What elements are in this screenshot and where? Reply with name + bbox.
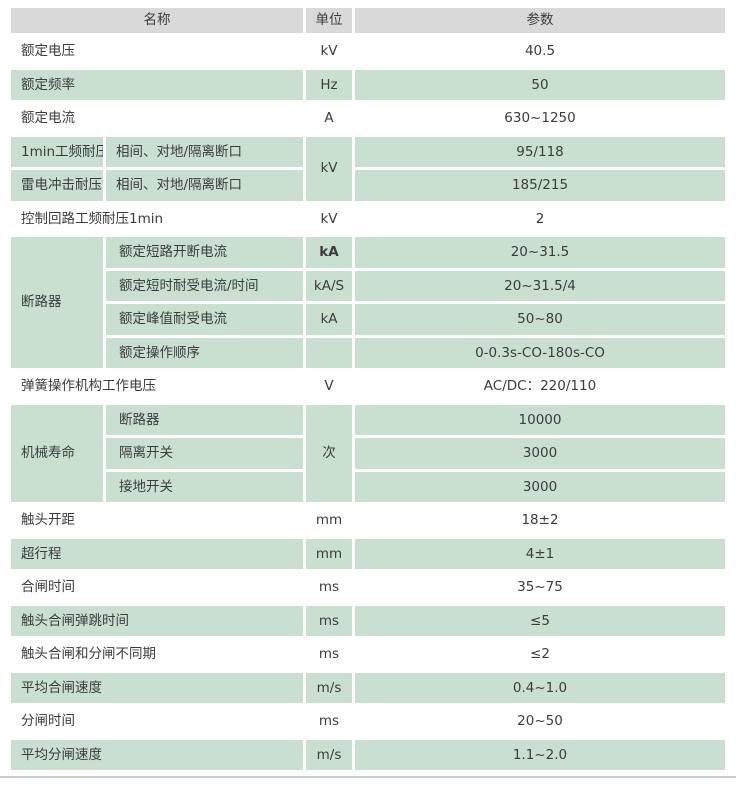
table-row: 接地开关 3000	[11, 471, 725, 502]
value-cell: 20~31.5	[355, 237, 725, 268]
param-name-cell: 触头合闸弹跳时间	[11, 605, 303, 636]
unit-cell: ms	[306, 605, 352, 636]
param-name-cell: 合闸时间	[11, 572, 303, 603]
table-row: 触头开距 mm 18±2	[11, 505, 725, 536]
header-value-cell: 参数	[355, 8, 725, 33]
value-cell: 50~80	[355, 304, 725, 335]
unit-cell: kV	[306, 136, 352, 201]
table-row: 超行程 mm 4±1	[11, 538, 725, 569]
table-row: 平均合闸速度 m/s 0.4~1.0	[11, 672, 725, 703]
value-cell: 2	[355, 203, 725, 234]
param-scope-cell: 相间、对地/隔离断口	[106, 170, 303, 201]
param-name-cell: 控制回路工频耐压1min	[11, 203, 303, 234]
value-cell: AC/DC：220/110	[355, 371, 725, 402]
unit-cell: kA/S	[306, 270, 352, 301]
param-name-cell: 弹簧操作机构工作电压	[11, 371, 303, 402]
param-name-cell: 额定电压	[11, 36, 303, 67]
unit-cell: ms	[306, 639, 352, 670]
param-name-cell: 额定操作顺序	[106, 337, 303, 368]
param-name-cell: 断路器	[106, 404, 303, 435]
unit-cell: Hz	[306, 69, 352, 100]
table-row: 控制回路工频耐压1min kV 2	[11, 203, 725, 234]
value-cell: 40.5	[355, 36, 725, 67]
value-cell: 20~50	[355, 706, 725, 737]
table-row: 平均分闸速度 m/s 1.1~2.0	[11, 739, 725, 770]
value-cell: 10000	[355, 404, 725, 435]
group-label-cell: 机械寿命	[11, 404, 103, 502]
param-scope-cell: 相间、对地/隔离断口	[106, 136, 303, 167]
unit-cell	[306, 337, 352, 368]
value-cell: ≤5	[355, 605, 725, 636]
param-name-cell: 触头开距	[11, 505, 303, 536]
unit-cell: ms	[306, 572, 352, 603]
value-cell: 18±2	[355, 505, 725, 536]
table-row: 机械寿命 断路器 次 10000	[11, 404, 725, 502]
param-name-cell: 额定短路开断电流	[106, 237, 303, 268]
value-cell: ≤2	[355, 639, 725, 670]
table-row: 1min工频耐压 相间、对地/隔离断口 kV 95/118	[11, 136, 725, 201]
param-name-cell: 额定峰值耐受电流	[106, 304, 303, 335]
param-name-cell: 触头合闸和分闸不同期	[11, 639, 303, 670]
unit-cell: ms	[306, 706, 352, 737]
table-row: 额定短时耐受电流/时间 kA/S 20~31.5/4	[11, 270, 725, 301]
param-name-cell: 隔离开关	[106, 438, 303, 469]
table-row: 额定电压 kV 40.5	[11, 36, 725, 67]
unit-cell: 次	[306, 404, 352, 502]
spec-table: 名称 单位 参数 额定电压 kV 40.5 额定频率 Hz 50 额定电流 A …	[8, 5, 728, 773]
table-row: 合闸时间 ms 35~75	[11, 572, 725, 603]
header-unit-cell: 单位	[306, 8, 352, 33]
table-row: 隔离开关 3000	[11, 438, 725, 469]
value-cell: 50	[355, 69, 725, 100]
table-row: 额定峰值耐受电流 kA 50~80	[11, 304, 725, 335]
param-name-cell: 接地开关	[106, 471, 303, 502]
table-row: 分闸时间 ms 20~50	[11, 706, 725, 737]
table-header-row: 名称 单位 参数	[11, 8, 725, 33]
table-row: 触头合闸和分闸不同期 ms ≤2	[11, 639, 725, 670]
param-name-cell: 雷电冲击耐压	[11, 170, 103, 201]
table-row: 额定频率 Hz 50	[11, 69, 725, 100]
unit-cell: kV	[306, 36, 352, 67]
unit-cell: V	[306, 371, 352, 402]
param-name-cell: 平均合闸速度	[11, 672, 303, 703]
value-cell: 1.1~2.0	[355, 739, 725, 770]
unit-cell: kA	[306, 237, 352, 268]
table-row: 断路器 额定短路开断电流 kA 20~31.5	[11, 237, 725, 368]
table-row: 额定操作顺序 0-0.3s-CO-180s-CO	[11, 337, 725, 368]
value-cell: 0.4~1.0	[355, 672, 725, 703]
param-name-cell: 额定短时耐受电流/时间	[106, 270, 303, 301]
table-row: 雷电冲击耐压 相间、对地/隔离断口 185/215	[11, 170, 725, 201]
param-name-cell: 额定频率	[11, 69, 303, 100]
value-cell: 3000	[355, 471, 725, 502]
group-label-cell: 断路器	[11, 237, 103, 368]
bottom-divider	[0, 776, 736, 778]
unit-cell: mm	[306, 538, 352, 569]
value-cell: 185/215	[355, 170, 725, 201]
value-cell: 3000	[355, 438, 725, 469]
table-row: 额定电流 A 630~1250	[11, 103, 725, 134]
value-cell: 95/118	[355, 136, 725, 167]
unit-cell: m/s	[306, 739, 352, 770]
value-cell: 630~1250	[355, 103, 725, 134]
table-row: 弹簧操作机构工作电压 V AC/DC：220/110	[11, 371, 725, 402]
param-name-cell: 1min工频耐压	[11, 136, 103, 167]
header-name-cell: 名称	[11, 8, 303, 33]
table-row: 触头合闸弹跳时间 ms ≤5	[11, 605, 725, 636]
value-cell: 4±1	[355, 538, 725, 569]
param-name-cell: 额定电流	[11, 103, 303, 134]
unit-cell: kA	[306, 304, 352, 335]
value-cell: 0-0.3s-CO-180s-CO	[355, 337, 725, 368]
unit-cell: kV	[306, 203, 352, 234]
unit-cell: m/s	[306, 672, 352, 703]
param-name-cell: 超行程	[11, 538, 303, 569]
value-cell: 35~75	[355, 572, 725, 603]
unit-cell: mm	[306, 505, 352, 536]
param-name-cell: 平均分闸速度	[11, 739, 303, 770]
param-name-cell: 分闸时间	[11, 706, 303, 737]
value-cell: 20~31.5/4	[355, 270, 725, 301]
unit-cell: A	[306, 103, 352, 134]
